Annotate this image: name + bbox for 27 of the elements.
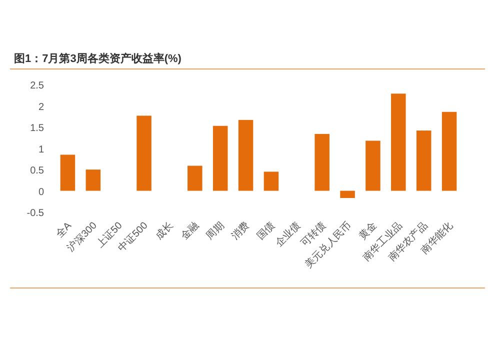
chart-title: 图1：7月第3周各类资产收益率(%): [14, 52, 182, 65]
y-tick-label: 1.5: [30, 123, 44, 134]
y-tick-label: 2: [38, 102, 44, 113]
bar: [86, 170, 101, 191]
bar: [442, 112, 457, 191]
bar: [416, 130, 432, 191]
x-tick-label: 消费: [229, 220, 252, 242]
bar: [60, 154, 76, 191]
x-tick-label: 国债: [255, 220, 278, 242]
bar: [264, 172, 279, 191]
bar: [340, 190, 355, 198]
bar: [314, 134, 330, 191]
y-tick-label: 0.5: [30, 166, 44, 177]
x-tick-label: 全A: [54, 219, 74, 240]
bar: [212, 126, 228, 191]
y-tick-label: 0: [38, 186, 44, 198]
bar: [238, 120, 254, 191]
y-tick-label: 2.5: [30, 80, 44, 92]
bar: [188, 166, 202, 191]
x-tick-label: 成长: [152, 220, 176, 242]
x-tick-label: 金融: [178, 220, 202, 242]
bar: [391, 94, 406, 191]
x-tick-label: 周期: [204, 220, 226, 242]
y-tick-label: 1: [38, 144, 44, 156]
bar: [136, 116, 152, 191]
y-tick-label: -0.5: [26, 208, 44, 219]
bar: [366, 140, 380, 191]
